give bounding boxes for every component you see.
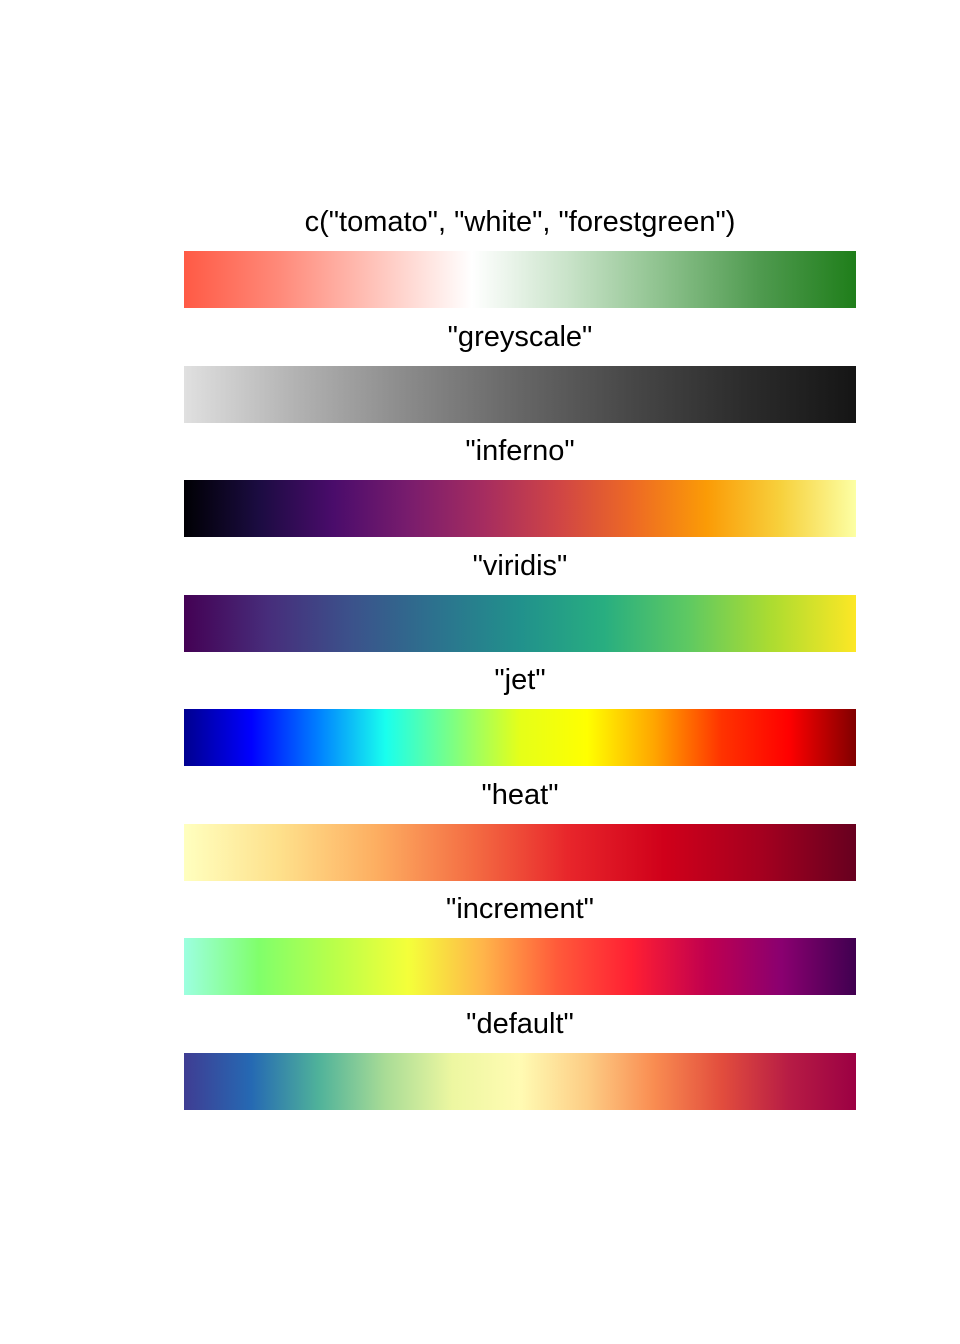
palette-row: "inferno" <box>184 427 856 542</box>
palette-row: c("tomato", "white", "forestgreen") <box>184 198 856 313</box>
palette-gradient-bar <box>184 709 856 766</box>
palette-row: "jet" <box>184 656 856 771</box>
palette-label: "increment" <box>446 893 594 925</box>
palette-gradient-bar <box>184 1052 856 1110</box>
palette-row: "increment" <box>184 885 856 1000</box>
palette-label: c("tomato", "white", "forestgreen") <box>304 206 736 238</box>
palette-gradient-bar <box>184 251 856 308</box>
palette-label: "greyscale" <box>447 320 593 353</box>
palette-gradient-bar <box>184 594 856 652</box>
palette-label: "inferno" <box>465 435 575 467</box>
palette-gradient-bar <box>184 365 856 423</box>
palette-gradient-bar <box>184 823 856 881</box>
palette-label: "heat" <box>481 778 559 811</box>
palette-label: "jet" <box>494 664 546 696</box>
palette-gradient-bar <box>184 480 856 537</box>
palette-label: "viridis" <box>472 549 568 582</box>
palette-list: c("tomato", "white", "forestgreen") "grey… <box>184 198 856 1114</box>
palette-row: "viridis" <box>184 542 856 657</box>
palette-row: "heat" <box>184 771 856 886</box>
palette-row: "greyscale" <box>184 313 856 428</box>
palette-gradient-bar <box>184 938 856 995</box>
palette-row: "default" <box>184 1000 856 1115</box>
palette-label: "default" <box>466 1007 574 1040</box>
